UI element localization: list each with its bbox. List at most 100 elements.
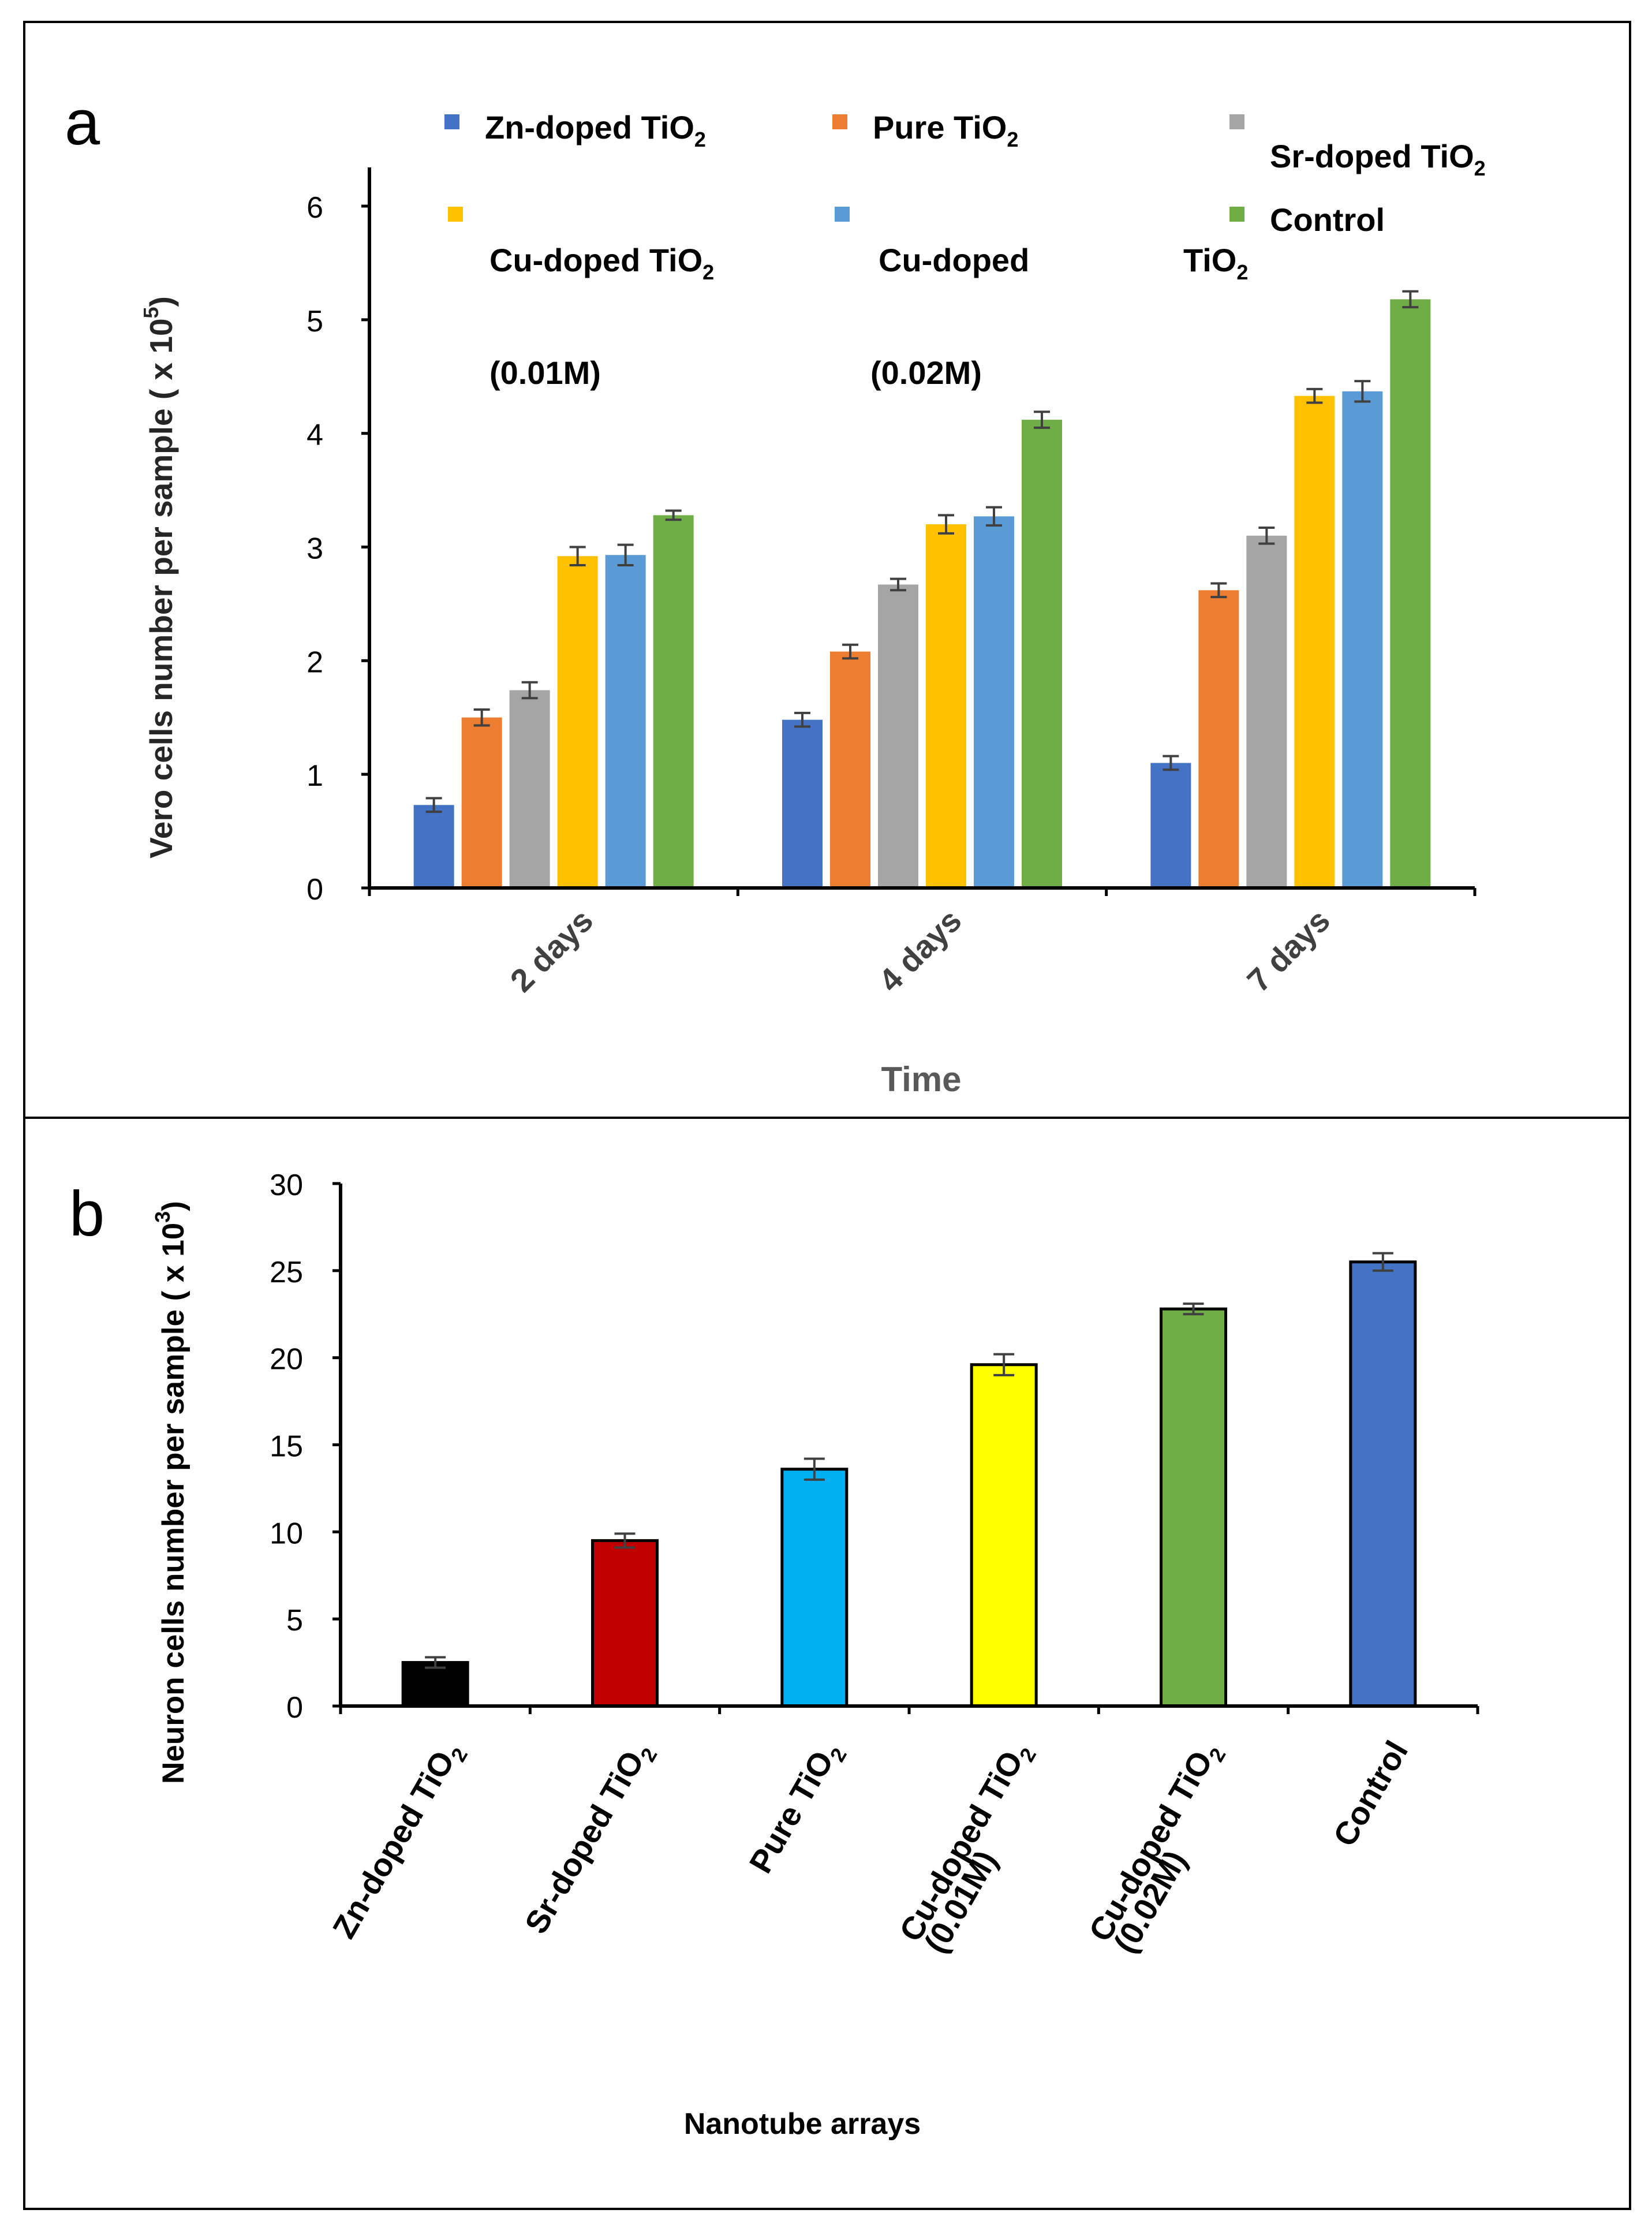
legend-label-extra: TiO2 [1183,242,1248,284]
error-bar [521,681,538,700]
legend-label: Zn-doped TiO2 [485,109,706,151]
error-bar [986,506,1002,527]
error-bar [803,1457,825,1481]
error-bar [1372,1252,1393,1272]
bar [1342,391,1383,888]
legend-swatch [448,207,463,222]
bar [970,1363,1038,1708]
legend-label: Control [1270,201,1385,238]
bar [653,515,694,888]
bar [974,516,1014,888]
panel-b-letter: b [69,1178,104,1249]
panel-a-ylabel: Vero cells number per sample ( x 105) [139,296,179,859]
legend-label-subscript: 2 [694,128,706,151]
panel-a-bars [413,290,1431,888]
panel-b-ylabel: Neuron cells number per sample ( x 103) [151,1201,190,1784]
bar [926,524,966,888]
legend-label: Pure TiO2 [873,109,1018,151]
error-bar [1402,290,1419,309]
error-bar [614,1532,636,1549]
error-bar [569,546,586,566]
legend-label: Sr-doped TiO2 [1270,138,1486,180]
y-tick-label: 2 [307,645,323,679]
legend-label-main: Cu-doped TiO [489,242,702,278]
bar [1294,395,1335,888]
panel-a-legend: Zn-doped TiO2 Pure TiO2 Sr-doped TiO2Cu-do… [444,109,1486,391]
legend-label-subscript: 2 [1474,156,1486,180]
bar [1198,590,1239,888]
error-bar [842,643,858,660]
bar [878,584,918,888]
error-bar [794,711,810,728]
panel-a-letter: a [65,87,100,158]
y-tick-label: 5 [286,1604,303,1637]
legend-swatch [1229,207,1244,222]
y-tick-label: 6 [307,191,323,225]
y-tick-label: 10 [270,1517,303,1550]
legend-swatch [835,207,850,222]
legend-swatch [832,114,847,129]
y-tick-label: 0 [307,873,323,906]
legend-label: Cu-doped [879,242,1029,278]
panel-b-bars [401,1252,1417,1708]
error-bar [1306,387,1323,404]
error-bar [890,577,906,592]
bar [413,805,454,888]
y-tick-label: 20 [270,1343,303,1376]
legend-label: Cu-doped TiO2 [489,242,714,284]
y-tick-label: 4 [307,419,323,452]
legend-label-main: Sr-doped TiO [1270,138,1474,174]
bar [557,556,598,888]
bar [1022,420,1062,888]
y-tick-label: 15 [270,1430,303,1464]
legend-label-subscript: 2 [1236,260,1248,284]
error-bar [425,1656,446,1669]
legend-label-line2: (0.02M) [870,354,982,391]
y-tick-label: 0 [286,1691,303,1725]
bar [782,719,823,888]
legend-label-main: Zn-doped TiO [485,109,694,145]
error-bar [1210,582,1227,599]
bar [1246,535,1287,888]
y-tick-label: 30 [270,1169,303,1202]
panel-b-xlabel: Nanotube arrays [684,2107,921,2141]
bar [1349,1260,1417,1708]
bar [591,1539,659,1708]
legend-swatch [1229,114,1244,129]
bar [1160,1307,1227,1708]
panel-a-xlabel: Time [881,1060,962,1099]
legend-label-main: Pure TiO [873,109,1007,145]
error-bar [425,797,442,813]
bar [780,1468,849,1708]
error-bar [1034,410,1050,429]
legend-label-subscript: 2 [702,260,714,284]
legend-label-main: Control [1270,201,1385,238]
legend-swatch [444,114,459,129]
error-bar [1163,755,1179,771]
legend-label-subscript: 2 [1007,128,1018,151]
bar [1390,299,1431,888]
y-tick-label: 3 [307,532,323,566]
bar [1150,763,1191,888]
bar [509,690,550,888]
bar [401,1661,469,1708]
error-bar [1354,380,1371,403]
legend-label-line2: (0.01M) [489,354,601,391]
legend-label-main: TiO [1183,242,1236,278]
y-tick-label: 1 [307,759,323,793]
y-tick-label: 25 [270,1256,303,1289]
error-bar [938,514,954,535]
bar [461,717,502,888]
legend-label-main: Cu-doped [879,242,1029,278]
y-tick-label: 5 [307,305,323,338]
panel-a-frame [23,21,1631,1119]
error-bar [617,543,634,566]
error-bar [1183,1302,1204,1316]
bar [830,651,870,888]
error-bar [665,509,682,521]
error-bar [993,1353,1015,1376]
error-bar [473,708,490,727]
bar [605,555,646,888]
error-bar [1258,527,1275,545]
